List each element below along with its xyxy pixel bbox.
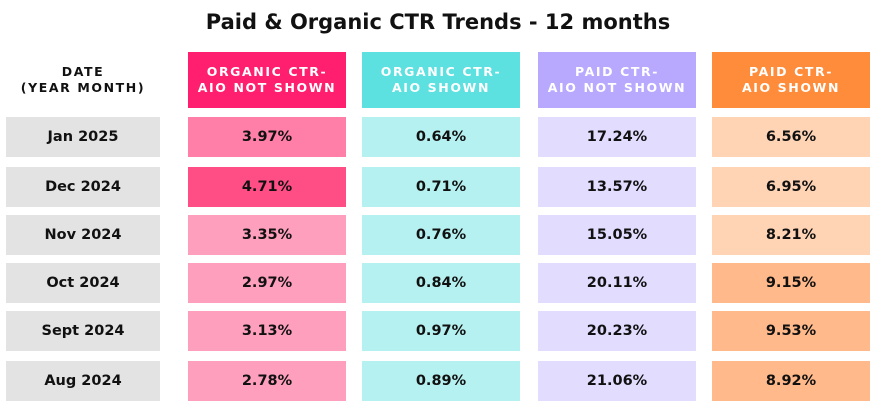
value-cell: 0.64% — [362, 117, 520, 157]
value-cell: 21.06% — [538, 361, 696, 401]
column-header-2: ORGANIC CTR- AIO SHOWN — [362, 52, 520, 108]
value-cell: 9.15% — [712, 263, 870, 303]
row-date: Sept 2024 — [6, 311, 160, 351]
value-cell: 9.53% — [712, 311, 870, 351]
value-cell: 17.24% — [538, 117, 696, 157]
value-cell: 0.97% — [362, 311, 520, 351]
value-cell: 0.76% — [362, 215, 520, 255]
value-cell: 2.78% — [188, 361, 346, 401]
chart-title: Paid & Organic CTR Trends - 12 months — [205, 10, 671, 34]
value-cell: 4.71% — [188, 167, 346, 207]
value-cell: 0.71% — [362, 167, 520, 207]
row-date: Dec 2024 — [6, 167, 160, 207]
value-cell: 3.35% — [188, 215, 346, 255]
value-cell: 6.95% — [712, 167, 870, 207]
value-cell: 3.97% — [188, 117, 346, 157]
value-cell: 15.05% — [538, 215, 696, 255]
row-date: Aug 2024 — [6, 361, 160, 401]
header-date: DATE (YEAR MONTH) — [20, 64, 146, 95]
value-cell: 20.11% — [538, 263, 696, 303]
row-date: Jan 2025 — [6, 117, 160, 157]
value-cell: 20.23% — [538, 311, 696, 351]
value-cell: 0.89% — [362, 361, 520, 401]
column-header-4: PAID CTR- AIO SHOWN — [712, 52, 870, 108]
value-cell: 8.21% — [712, 215, 870, 255]
column-header-3: PAID CTR- AIO NOT SHOWN — [538, 52, 696, 108]
value-cell: 13.57% — [538, 167, 696, 207]
value-cell: 8.92% — [712, 361, 870, 401]
value-cell: 6.56% — [712, 117, 870, 157]
column-header-1: ORGANIC CTR- AIO NOT SHOWN — [188, 52, 346, 108]
value-cell: 0.84% — [362, 263, 520, 303]
row-date: Nov 2024 — [6, 215, 160, 255]
row-date: Oct 2024 — [6, 263, 160, 303]
value-cell: 3.13% — [188, 311, 346, 351]
value-cell: 2.97% — [188, 263, 346, 303]
